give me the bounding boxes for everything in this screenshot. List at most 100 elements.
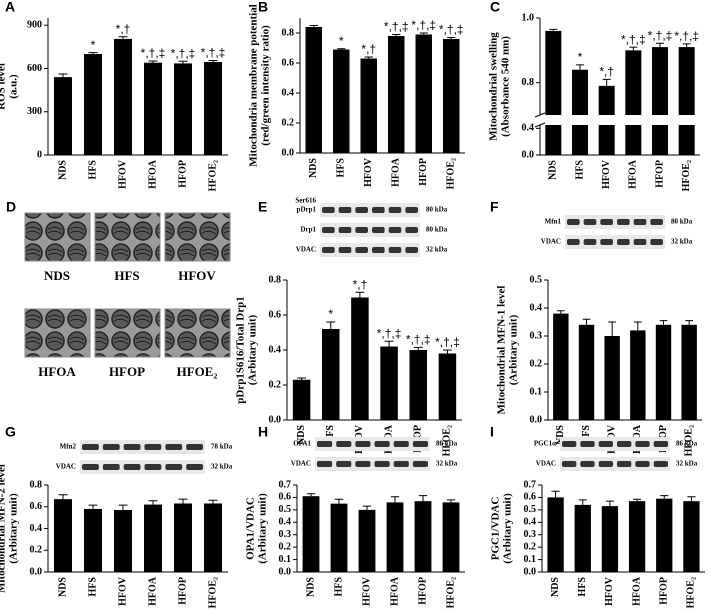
error-bar (419, 32, 428, 35)
blot-strip (320, 223, 420, 237)
y-tick-label: 0.4 (269, 344, 282, 355)
blot-size: 78 kDa (211, 443, 233, 451)
significance-label: *,†,‡ (377, 326, 402, 340)
y-tick-label: 0.4 (30, 523, 43, 534)
x-tick-label: HFOE₂ (686, 577, 697, 608)
x-tick-label: HFOA (147, 576, 158, 606)
bar (204, 61, 222, 156)
x-tick-label: HFS (574, 160, 585, 180)
x-tick-label: HFOV (604, 576, 615, 606)
significance-label: * (339, 34, 344, 48)
blot-band (144, 444, 162, 450)
blot-size: 80 kDa (436, 440, 458, 448)
blot-strip (560, 437, 670, 451)
micrograph-label: HFOP (109, 364, 145, 379)
y-tick-label: 0.0 (530, 414, 543, 425)
y-tick-label: 0.2 (524, 541, 537, 552)
blot-band (583, 219, 597, 225)
blot-band (338, 227, 352, 233)
error-bar (576, 64, 584, 70)
error-bar (687, 496, 696, 502)
blot-band (372, 207, 385, 213)
y-axis-label: Mitochondrial MFN-2 level (0, 464, 8, 593)
y-tick-label: 0.0 (522, 149, 535, 160)
blot-size: 32 kDa (671, 238, 693, 246)
x-tick-label: HFOP (659, 577, 670, 605)
bar (380, 346, 398, 420)
error-bar (362, 505, 372, 510)
blot-band (336, 461, 352, 467)
y-tick-label: 300 (27, 106, 42, 117)
error-bar (656, 42, 664, 48)
error-bar (58, 494, 68, 500)
micrograph-label: NDS (44, 268, 70, 283)
error-bar (88, 504, 98, 509)
significance-label: *,† (599, 65, 614, 79)
bar-lower (625, 125, 642, 155)
bar (545, 30, 562, 115)
error-bar (629, 46, 638, 51)
x-tick-label: HFOV (361, 576, 372, 606)
blot-label: Ser616 (295, 197, 316, 205)
bar (443, 39, 460, 153)
y-axis-label: OPA1/VDAC (245, 497, 257, 560)
bar (114, 38, 132, 156)
y-tick-label: 0.0 (282, 147, 295, 158)
blot-band (165, 444, 183, 450)
x-tick-label: HFOE₂ (207, 577, 218, 608)
micrograph-label: HFOE₂ (177, 364, 218, 379)
bar (574, 504, 591, 572)
significance-label: * (578, 50, 583, 64)
error-bar (551, 490, 560, 498)
blot-band (144, 464, 162, 470)
y-tick-label: 0.8 (269, 274, 282, 285)
x-tick-label: HFS (336, 158, 347, 178)
significance-label: *,†,‡ (621, 32, 646, 46)
blot-band (355, 461, 371, 467)
bar (578, 324, 595, 420)
blot-label: VDAC (291, 460, 311, 468)
panel-letter: H (258, 424, 268, 440)
x-tick-label: HFOA (389, 576, 400, 606)
error-bar (384, 340, 394, 347)
x-tick-label: HFOA (631, 576, 642, 606)
y-tick-label: 0 (37, 149, 42, 160)
panel-letter: B (258, 0, 268, 15)
y-tick-label: 600 (27, 63, 42, 74)
axis-break (534, 112, 546, 128)
blot-size: 32 kDa (211, 463, 233, 471)
y-tick-label: 0.0 (269, 414, 282, 425)
blot-strip (315, 437, 430, 451)
y-tick-label: 0.6 (269, 309, 282, 320)
y-tick-label: 0.6 (279, 492, 292, 503)
blot-band (405, 207, 418, 213)
error-bar (309, 25, 318, 27)
blot-strip (80, 440, 205, 454)
blot-band (102, 464, 120, 470)
error-bar (208, 60, 218, 62)
bar (360, 58, 377, 153)
blot-strip (320, 203, 420, 217)
blot-band (102, 444, 120, 450)
error-bar (556, 310, 565, 314)
blot-band (650, 239, 663, 245)
bar (414, 501, 432, 572)
blot-strip (565, 215, 665, 229)
error-bar (660, 495, 669, 499)
y-tick-label: 0.2 (269, 379, 282, 390)
micrograph (24, 212, 91, 262)
x-tick-label: NDS (550, 577, 561, 597)
bar-lower (678, 125, 695, 155)
panel-letter: F (490, 199, 499, 215)
blot-strip (80, 460, 205, 474)
blot-band (653, 441, 668, 447)
x-tick-label: HFOP (177, 160, 188, 188)
x-tick-label: NDS (296, 425, 307, 445)
y-tick-label: 0.2 (279, 541, 292, 552)
blot-band (355, 247, 368, 253)
bar (144, 504, 162, 572)
micrograph (164, 308, 231, 358)
blot-strip (565, 235, 665, 249)
significance-label: *,†,‡ (439, 23, 464, 37)
micrograph (94, 212, 161, 262)
